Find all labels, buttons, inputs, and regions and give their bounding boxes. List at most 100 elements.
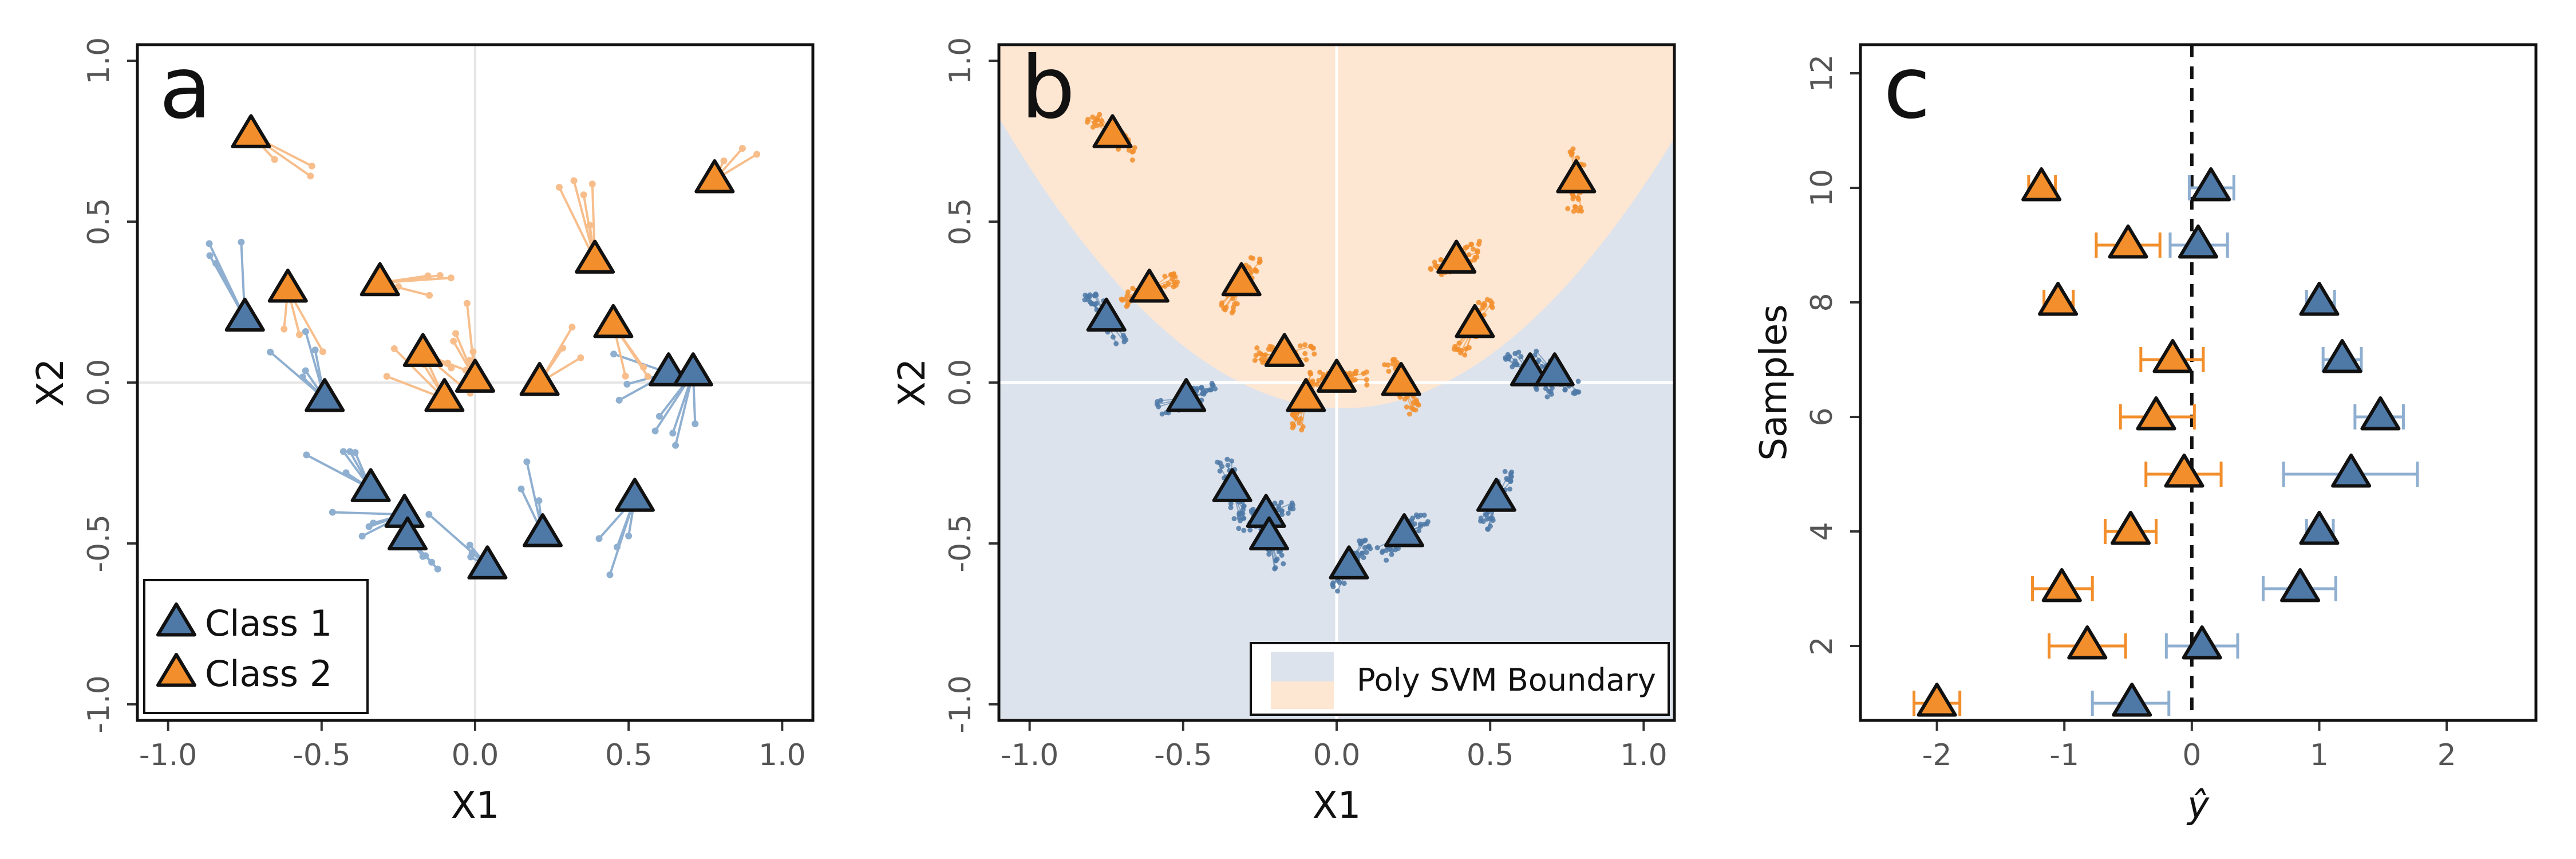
perturbation-point bbox=[1483, 511, 1488, 517]
class2-point bbox=[694, 159, 735, 194]
perturbation-point bbox=[425, 511, 433, 518]
class1-point bbox=[2331, 454, 2372, 488]
class1-point bbox=[1166, 378, 1207, 412]
perturbation-point bbox=[428, 558, 436, 566]
perturbation-point bbox=[622, 372, 629, 380]
perturbation-point bbox=[296, 331, 303, 338]
panel-a-xtick-label: 0.5 bbox=[605, 738, 653, 773]
perturbation-point bbox=[1298, 416, 1303, 421]
perturbation-point bbox=[1252, 357, 1258, 363]
panel-b-xtick-label: 1.0 bbox=[1620, 738, 1668, 773]
perturbation-point bbox=[1093, 291, 1099, 297]
perturbation-line bbox=[269, 351, 326, 400]
panel-a-ytick-label: -0.5 bbox=[82, 514, 116, 572]
perturbation-point bbox=[606, 571, 614, 578]
panel-a-xtick-label: -0.5 bbox=[293, 738, 350, 773]
perturbation-point bbox=[271, 156, 278, 163]
class2-point bbox=[575, 239, 615, 274]
class2-point bbox=[1221, 262, 1262, 297]
class2-point bbox=[2021, 167, 2062, 202]
perturbation-point bbox=[1129, 157, 1135, 163]
perturbation-point bbox=[1279, 511, 1285, 517]
perturbation-point bbox=[1201, 391, 1207, 397]
class2-point bbox=[1316, 358, 1357, 393]
perturbation-point bbox=[1384, 557, 1389, 563]
legend-class1-label: Class 1 bbox=[205, 602, 332, 644]
perturbation-point bbox=[307, 172, 314, 180]
class2-point bbox=[2164, 454, 2204, 488]
class1-point bbox=[2178, 224, 2219, 259]
perturbation-point bbox=[555, 184, 563, 191]
panel-a-ytick-label: 0.5 bbox=[82, 198, 116, 246]
class2-point bbox=[2038, 282, 2079, 316]
perturbation-point bbox=[753, 151, 761, 158]
perturbation-point bbox=[1507, 486, 1512, 492]
class2-point bbox=[1129, 269, 1170, 303]
perturbation-point bbox=[1224, 456, 1230, 462]
perturbation-point bbox=[1469, 242, 1475, 247]
perturbation-point bbox=[1410, 515, 1416, 521]
perturbation-point bbox=[1508, 478, 1514, 483]
class1-point bbox=[522, 513, 563, 547]
perturbation-point bbox=[1382, 362, 1388, 368]
perturbation-point bbox=[1366, 543, 1372, 549]
perturbation-point bbox=[610, 350, 618, 358]
perturbation-point bbox=[319, 348, 326, 356]
panel-b-xlabel: X1 bbox=[1313, 785, 1361, 827]
perturbation-point bbox=[651, 427, 659, 435]
perturbation-point bbox=[1212, 386, 1218, 392]
panel-b-legend: Poly SVM Boundary bbox=[1250, 642, 1670, 716]
perturbation-point bbox=[1481, 301, 1487, 306]
perturbation-point bbox=[1335, 588, 1341, 594]
perturbation-point bbox=[1087, 292, 1093, 298]
panel-a-xtick-label: -1.0 bbox=[139, 738, 197, 773]
class1-point bbox=[305, 378, 345, 412]
perturbation-point bbox=[1247, 266, 1253, 272]
perturbation-point bbox=[625, 532, 633, 539]
perturbation-point bbox=[1516, 349, 1522, 355]
perturbation-point bbox=[1236, 526, 1242, 531]
perturbation-point bbox=[1298, 343, 1303, 349]
class1-point bbox=[387, 516, 428, 551]
perturbation-point bbox=[1158, 397, 1164, 403]
panel-b-xtick-label: -1.0 bbox=[1001, 738, 1058, 773]
perturbation-point bbox=[1569, 150, 1575, 156]
perturbation-point bbox=[1421, 513, 1427, 518]
panel-b-frame bbox=[997, 43, 1676, 722]
legend-box bbox=[143, 579, 369, 714]
perturbation-point bbox=[1302, 350, 1308, 356]
perturbation-point bbox=[1082, 292, 1088, 298]
panel-b-ylabel: X2 bbox=[891, 358, 934, 407]
perturbation-point bbox=[238, 238, 245, 246]
perturbation-point bbox=[466, 357, 473, 364]
panel-c-xtick-label: 0 bbox=[2182, 738, 2201, 773]
class1-point bbox=[1212, 468, 1253, 502]
perturbation-point bbox=[1261, 353, 1267, 358]
perturbation-point bbox=[1374, 545, 1380, 550]
perturbation-point bbox=[623, 380, 631, 388]
perturbation-point bbox=[452, 330, 460, 337]
perturbation-point bbox=[1314, 381, 1320, 387]
perturbation-point bbox=[311, 346, 319, 354]
perturbation-point bbox=[1175, 279, 1180, 285]
class1-point bbox=[2360, 396, 2401, 431]
perturbation-point bbox=[568, 324, 576, 331]
panel-b-ytick-label: 1.0 bbox=[943, 37, 978, 85]
panel-a-xtick-label: 1.0 bbox=[758, 738, 806, 773]
perturbation-point bbox=[1291, 423, 1297, 428]
panel-c-ytick-label: 12 bbox=[1805, 54, 1839, 92]
panel-c-ytick-label: 8 bbox=[1805, 293, 1839, 312]
perturbation-point bbox=[469, 348, 477, 356]
perturbation-point bbox=[1303, 357, 1309, 362]
perturbation-point bbox=[346, 448, 354, 455]
panel-c-xlabel: ŷ bbox=[2186, 785, 2210, 827]
perturbation-point bbox=[1490, 515, 1495, 521]
perturbation-point bbox=[1480, 305, 1485, 311]
panel-c-xtick-label: 2 bbox=[2437, 738, 2456, 773]
perturbation-point bbox=[426, 291, 433, 299]
perturbation-point bbox=[1390, 361, 1396, 367]
perturbation-point bbox=[669, 430, 677, 437]
panel-c-xtick-label: 1 bbox=[2310, 738, 2329, 773]
perturbation-point bbox=[655, 412, 663, 420]
